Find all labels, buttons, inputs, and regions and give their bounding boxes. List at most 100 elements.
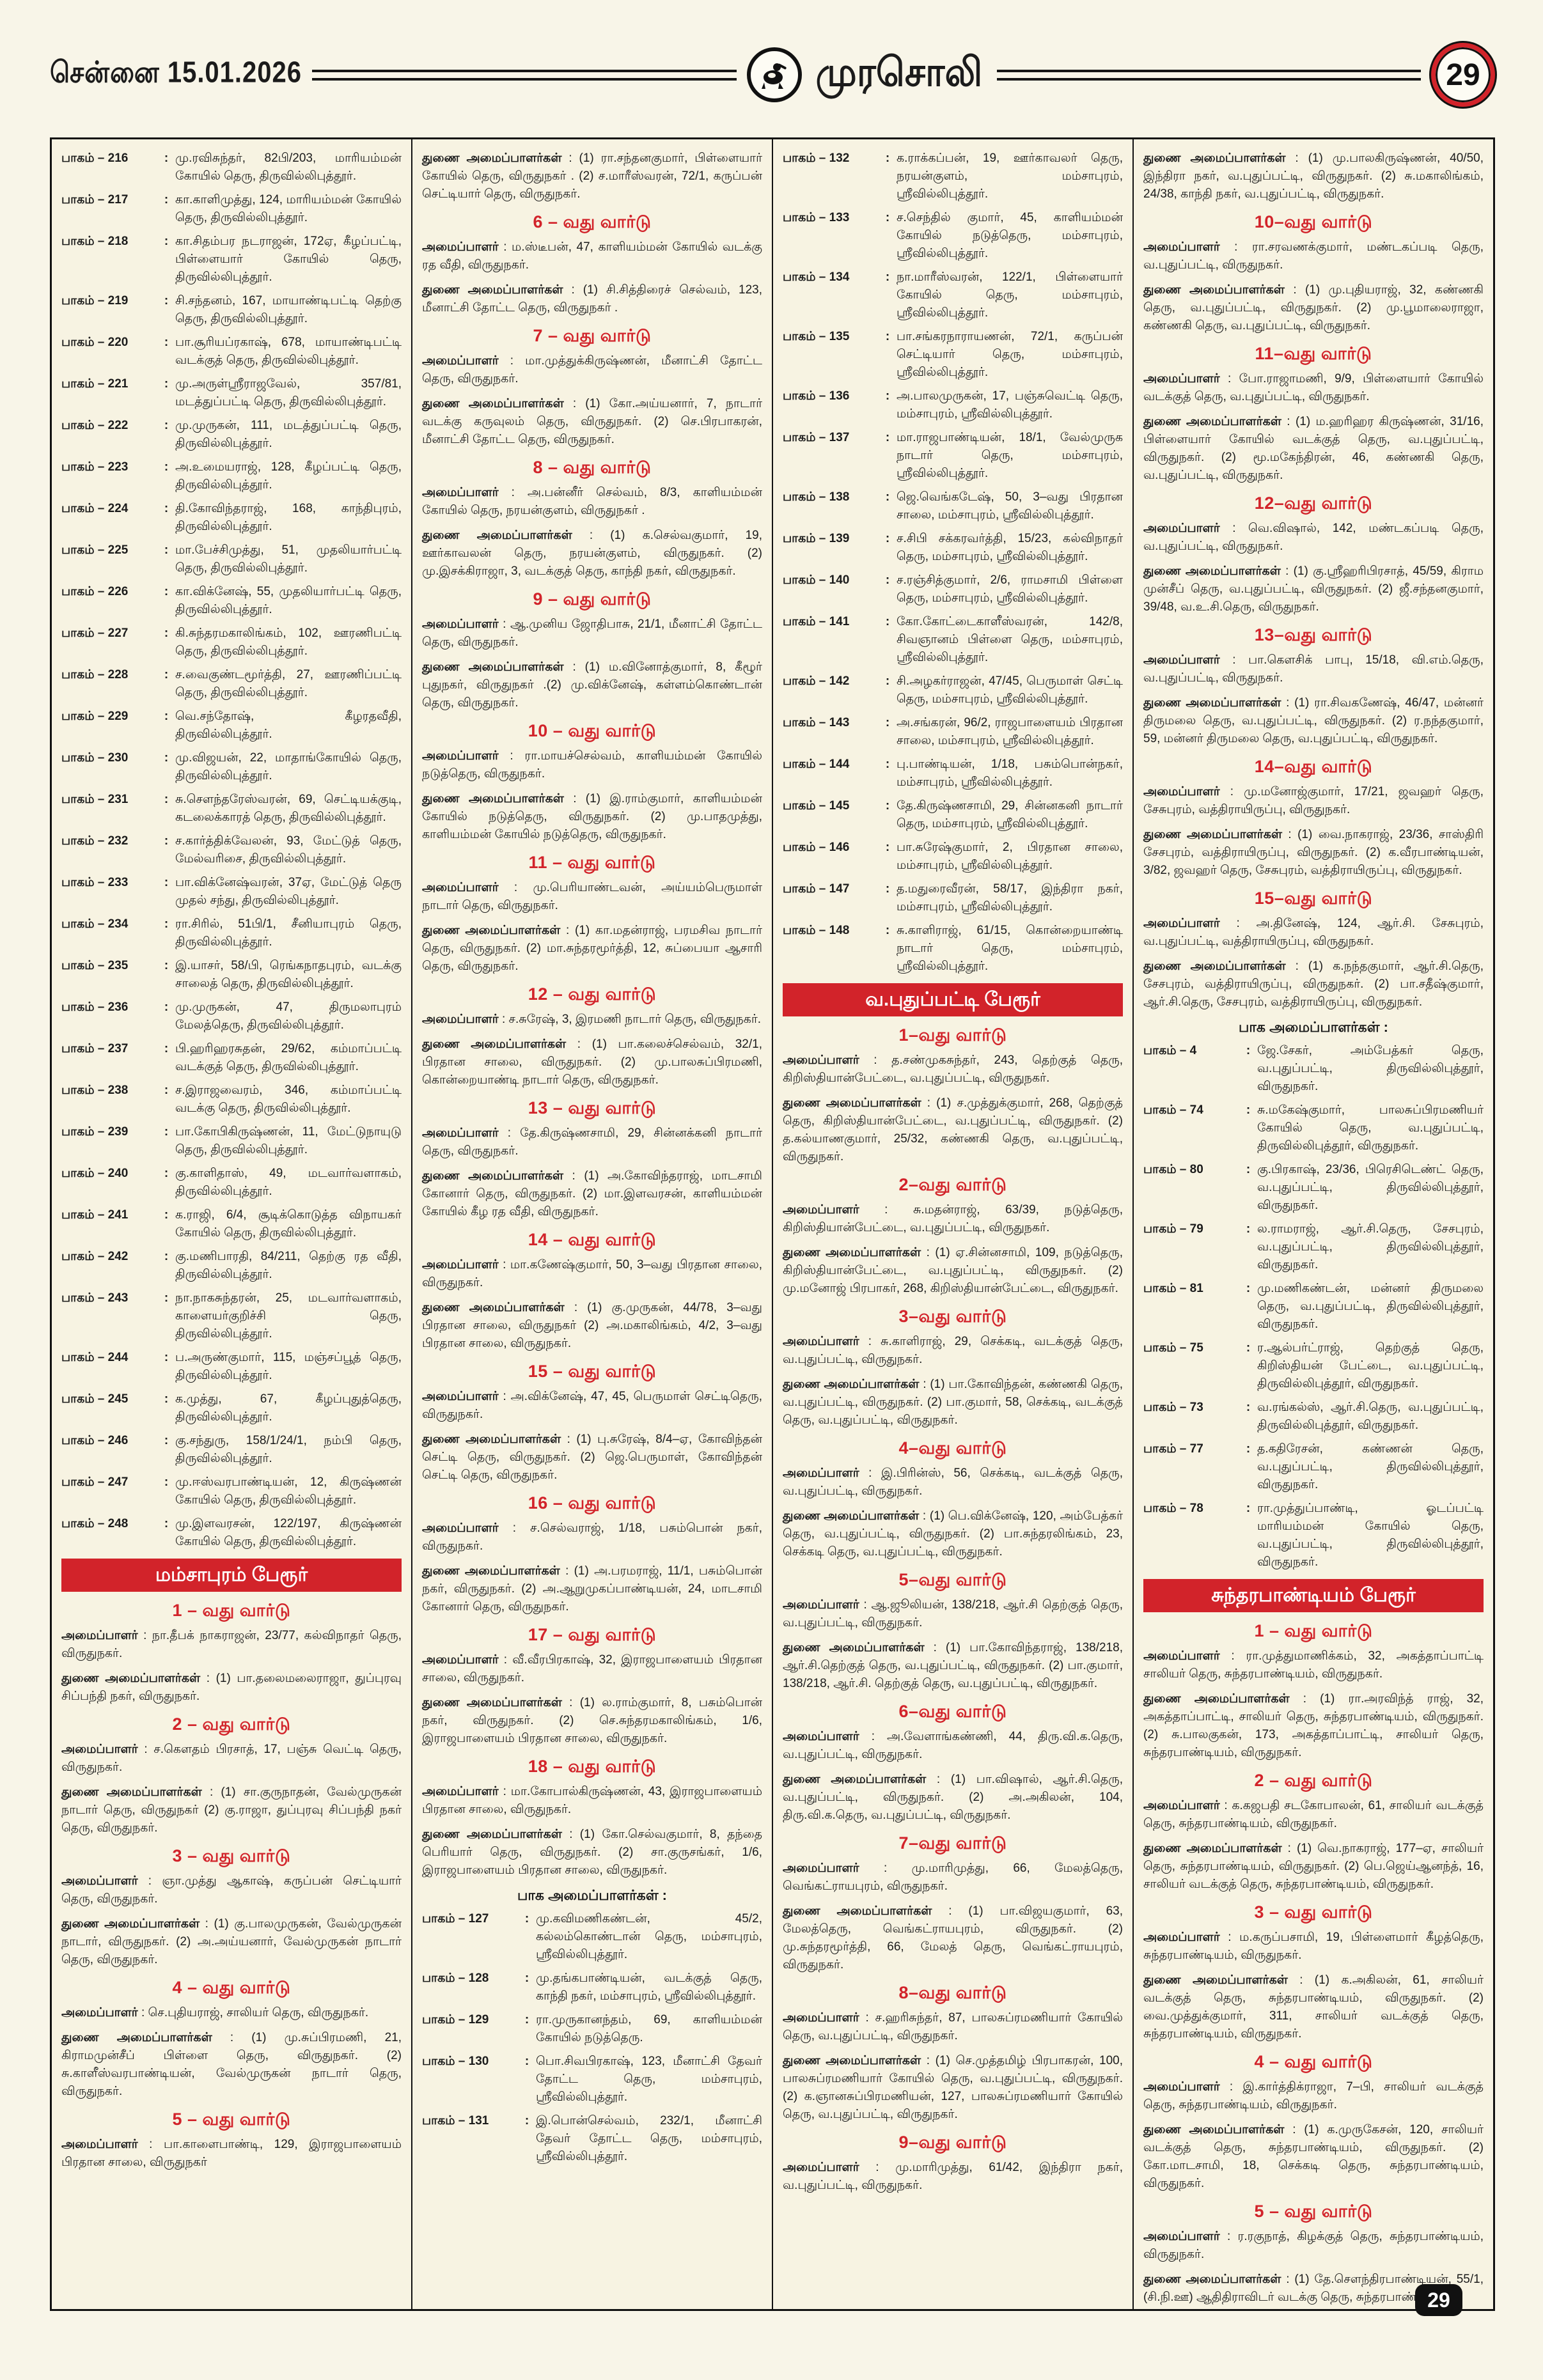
organizer-role-label: துணை அமைப்பாளர்கள் xyxy=(783,1378,920,1391)
organizer-role-label: துணை அமைப்பாளர்கள் xyxy=(1143,2123,1285,2136)
part-colon: : xyxy=(885,532,890,545)
organizer-paragraph: துணை அமைப்பாளர்கள் : (1) மு.சுப்பிரமணி, … xyxy=(61,2031,402,2098)
part-number: பாகம் – 238 xyxy=(61,1084,129,1097)
organizer-role-label: துணை அமைப்பாளர்கள் xyxy=(422,529,572,542)
part-colon: : xyxy=(1246,1103,1251,1117)
part-address: ப.அருண்குமார், 115, மஞ்சப்பூத் தெரு, திர… xyxy=(175,1351,402,1382)
part-number: பாகம் – 239 xyxy=(61,1125,129,1139)
part-entry: பாகம் – 234: ரா.சிரில், 51பி/1, சீனியாபுர… xyxy=(61,915,402,951)
section-banner: மம்சாபுரம் பேரூர் xyxy=(61,1559,402,1592)
part-entry: பாகம் – 227: கி.சுந்தரமகாலிங்கம், 102, ஊர… xyxy=(61,625,402,660)
organizer-paragraph: துணை அமைப்பாளர்கள் : (1) ரா.அரவிந்த் ராஜ… xyxy=(1143,1692,1484,1759)
part-colon: : xyxy=(164,502,169,515)
organizer-role-label: துணை அமைப்பாளர்கள் xyxy=(1143,283,1285,297)
part-entry: பாகம் – 130: பொ.சிவபிரகாஷ், 123, மீனாட்சி… xyxy=(422,2053,762,2106)
ward-header: 6–வது வார்டு xyxy=(898,1702,1007,1721)
part-address: அ.உமையராஜ், 128, கீழப்பட்டி தெரு, திருவி… xyxy=(175,460,402,492)
organizer-paragraph: அமைப்பாளர் : அ.பன்னீர் செல்வம், 8/3, காள… xyxy=(422,486,762,517)
part-entry: பாகம் – 128: மு.தங்கபாண்டியன், வடக்குத் த… xyxy=(422,1970,762,2005)
part-entry: பாகம் – 245: க.முத்து, 67, கீழப்புதுத்தெர… xyxy=(61,1390,402,1426)
part-address: த.கதிரேசன், கண்ணன் தெரு, வ.புதுப்பட்டி, … xyxy=(1257,1442,1484,1491)
organizer-role-label: அமைப்பாளர் xyxy=(61,1629,138,1642)
part-entry: பாகம் – 77: த.கதிரேசன், கண்ணன் தெரு, வ.பு… xyxy=(1143,1440,1484,1494)
part-colon: : xyxy=(885,841,890,854)
part-number: பாகம் – 234 xyxy=(61,917,129,931)
part-address: த.மதுரைவீரன், 58/17, இந்திரா நகர், மம்சா… xyxy=(897,882,1123,914)
part-colon: : xyxy=(885,716,890,729)
part-number: பாகம் – 77 xyxy=(1143,1442,1203,1456)
part-entry: பாகம் – 228: ச.வைகுண்டமூர்த்தி, 27, ஊரணிப… xyxy=(61,666,402,702)
part-address: பா.சுரேஷ்குமார், 2, பிரதான சாலை, மம்சாபு… xyxy=(897,841,1123,872)
part-entry: பாகம் – 243: நா.நாகசுந்தரன், 25, மடவார்வள… xyxy=(61,1289,402,1343)
ward-header: 1 – வது வார்டு xyxy=(172,1601,291,1620)
organizer-role-label: அமைப்பாளர் xyxy=(61,1743,138,1756)
part-address: பொ.சிவபிரகாஷ், 123, மீனாட்சி தேவர் தோட்ட… xyxy=(536,2055,762,2104)
ward-header: 3 – வது வார்டு xyxy=(1254,1902,1373,1922)
organizer-role-label: அமைப்பாளர் xyxy=(1143,1931,1220,1944)
part-entry: பாகம் – 139: ச.சிபி சக்கரவர்த்தி, 15/23, … xyxy=(783,530,1123,566)
part-number: பாகம் – 4 xyxy=(1143,1044,1197,1057)
organizer-paragraph: துணை அமைப்பாளர்கள் : (1) வெ.நாகராஜ், 177… xyxy=(1143,1842,1484,1891)
ward-header: 11 – வது வார்டு xyxy=(528,853,656,872)
part-address: சு.சௌந்தரேஸ்வரன், 69, செட்டியக்குடி, கடல… xyxy=(175,793,402,824)
part-entry: பாகம் – 241: க.ராஜி, 6/4, சூடிக்கொடுத்த வ… xyxy=(61,1206,402,1242)
part-entry: பாகம் – 222: மு.முருகன், 111, மடத்துப்பட்… xyxy=(61,417,402,453)
column-3: பாகம் – 132: க.ராக்கப்பன், 19, ஊர்காவலர் … xyxy=(772,139,1132,2309)
part-address: மு.முருகன், 111, மடத்துப்பட்டி தெரு, திர… xyxy=(175,419,402,450)
organizer-role-label: அமைப்பாளர் xyxy=(61,1874,138,1888)
part-address: க.ராஜி, 6/4, சூடிக்கொடுத்த விநாயகர் கோயி… xyxy=(175,1208,402,1240)
part-address: ரா.முத்துப்பாண்டி, ஓடப்பட்டி மாரியம்மன் … xyxy=(1257,1502,1484,1569)
organizer-role-label: துணை அமைப்பாளர்கள் xyxy=(1143,415,1281,428)
part-number: பாகம் – 244 xyxy=(61,1351,129,1364)
ward-header: 14–வது வார்டு xyxy=(1254,757,1373,776)
part-number: பாகம் – 133 xyxy=(783,211,850,224)
part-entry: பாகம் – 247: மு.ஈஸ்வரபாண்டியன், 12, கிருஷ… xyxy=(61,1474,402,1509)
part-number: பாகம் – 140 xyxy=(783,573,850,587)
organizer-paragraph: துணை அமைப்பாளர்கள் : (1) இ.ராம்குமார், க… xyxy=(422,792,762,841)
part-address: வெ.சந்தோஷ், கீழரதவீதி, திருவில்லிபுத்தூர… xyxy=(175,710,402,741)
part-number: பாகம் – 220 xyxy=(61,336,129,349)
part-colon: : xyxy=(524,1972,529,1985)
ward-header: 14 – வது வார்டு xyxy=(528,1230,657,1249)
part-entry: பாகம் – 4: ஜே.சேகர், அம்பேத்கர் தெரு, வ.ப… xyxy=(1143,1042,1484,1096)
column-1: பாகம் – 216: மு.ரவிசுந்தர், 82பி/203, மார… xyxy=(52,139,411,2309)
organizer-role-label: அமைப்பாளர் xyxy=(783,1862,859,1875)
part-colon: : xyxy=(885,758,890,771)
part-address: க.முத்து, 67, கீழப்புதுத்தெரு, திருவில்ல… xyxy=(175,1392,402,1424)
part-address: மு.தங்கபாண்டியன், வடக்குத் தெரு, காந்தி … xyxy=(536,1972,762,2003)
organizer-paragraph: துணை அமைப்பாளர்கள் : (1) ரா.சந்தனகுமார்,… xyxy=(422,152,762,201)
organizer-paragraph: துணை அமைப்பாளர்கள் : (1) தே.சௌந்திரபாண்ட… xyxy=(1143,2273,1484,2304)
part-number: பாகம் – 135 xyxy=(783,330,850,343)
organizer-role-label: அமைப்பாளர் xyxy=(783,1466,859,1480)
ward-header: 13 – வது வார்டு xyxy=(528,1098,657,1117)
organizer-role-label: துணை அமைப்பாளர்கள் xyxy=(783,2054,921,2067)
part-address: பு.பாண்டியன், 1/18, பசும்பொன்நகர், மம்சா… xyxy=(897,758,1123,789)
organizer-paragraph: அமைப்பாளர் : நா.தீபக் நாகராஜன், 23/77, க… xyxy=(61,1629,402,1660)
organizer-paragraph: துணை அமைப்பாளர்கள் : (1) பா.கோவிந்தன், க… xyxy=(783,1378,1123,1427)
ward-header: 5–வது வார்டு xyxy=(898,1570,1007,1589)
ward-header: 9–வது வார்டு xyxy=(898,2133,1007,2152)
part-colon: : xyxy=(524,2013,529,2026)
part-colon: : xyxy=(1246,1222,1251,1236)
part-entry: பாகம் – 233: பா.விக்னேஷ்வரன், 37ஏ, மேட்டு… xyxy=(61,874,402,910)
ward-header: 15 – வது வார்டு xyxy=(528,1362,657,1381)
organizer-paragraph: அமைப்பாளர் : ரா.சரவணக்குமார், மண்டகப்படி… xyxy=(1143,240,1484,272)
organizer-role-label: அமைப்பாளர் xyxy=(1143,2080,1220,2094)
organizer-role-label: அமைப்பாளர் xyxy=(783,1335,859,1348)
part-number: பாகம் – 131 xyxy=(422,2114,489,2127)
part-address: கா.சிதம்பர நடராஜன், 172ஏ, கீழப்பட்டி, பி… xyxy=(175,235,402,284)
part-entry: பாகம் – 244: ப.அருண்குமார், 115, மஞ்சப்பூ… xyxy=(61,1349,402,1385)
ward-header: 3–வது வார்டு xyxy=(898,1307,1007,1326)
part-number: பாகம் – 240 xyxy=(61,1167,129,1180)
part-address: தி.கோவிந்தராஜ், 168, காந்திபுரம், திருவி… xyxy=(175,502,402,533)
organizer-role-label: அமைப்பாளர் xyxy=(422,749,499,763)
organizer-paragraph: துணை அமைப்பாளர்கள் : (1) க.செல்வகுமார், … xyxy=(422,529,762,578)
part-number: பாகம் – 230 xyxy=(61,751,129,765)
part-number: பாகம் – 233 xyxy=(61,876,129,889)
organizer-paragraph: துணை அமைப்பாளர்கள் : (1) பெ.விக்னேஷ், 12… xyxy=(783,1509,1123,1559)
organizer-paragraph: அமைப்பாளர் : ச.ஹரிசுந்தர், 87, பாலசுப்ரம… xyxy=(783,2011,1123,2042)
organizer-role-label: அமைப்பாளர் xyxy=(1143,653,1220,667)
organizer-role-label: துணை அமைப்பாளர்கள் xyxy=(422,1696,562,1709)
part-colon: : xyxy=(1246,1401,1251,1414)
part-address: ச.கார்த்திக்வேலன், 93, மேட்டுத் தெரு, மே… xyxy=(175,834,402,866)
